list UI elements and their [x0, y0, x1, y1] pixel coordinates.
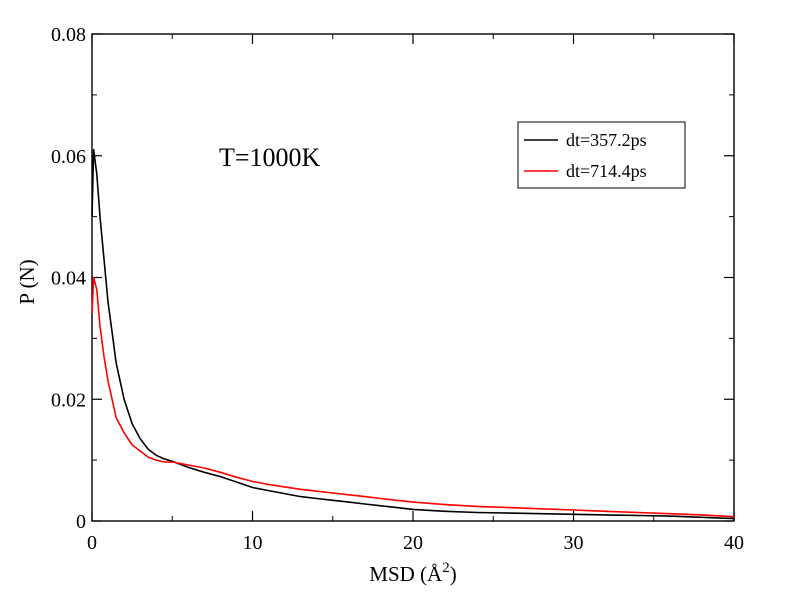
x-axis-label: MSD (Å2): [369, 560, 456, 586]
y-tick-label: 0.02: [51, 389, 86, 411]
x-tick-label: 40: [724, 532, 744, 554]
y-tick-label: 0.04: [51, 268, 86, 290]
y-tick-label: 0: [76, 511, 86, 533]
x-axis-label-superscript: 2: [442, 560, 450, 576]
annotation-temperature: T=1000K: [219, 143, 321, 172]
y-axis-label: P (N): [15, 259, 39, 304]
series-lines: [91, 148, 735, 520]
legend-label-series-2: dt=714.4ps: [566, 161, 647, 181]
x-axis-label-suffix: ): [450, 562, 457, 586]
y-tick-label: 0.06: [51, 146, 86, 168]
legend: dt=357.2ps dt=714.4ps: [517, 121, 686, 189]
legend-box: [517, 121, 686, 189]
y-tick-label: 0.08: [51, 24, 86, 46]
plot-frame: [91, 33, 735, 522]
x-tick-label: 20: [403, 532, 423, 554]
series-line-1: [91, 148, 735, 520]
legend-label-series-1: dt=357.2ps: [566, 130, 647, 150]
x-tick-label: 30: [564, 532, 584, 554]
x-tick-label: 0: [87, 532, 97, 554]
x-axis-label-main: MSD (Å: [369, 562, 443, 586]
x-tick-label: 10: [243, 532, 263, 554]
series-line-2: [91, 276, 735, 518]
axis-ticks: 0 10 20 30 40 0 0.02 0.04 0.06 0.08: [51, 24, 744, 554]
